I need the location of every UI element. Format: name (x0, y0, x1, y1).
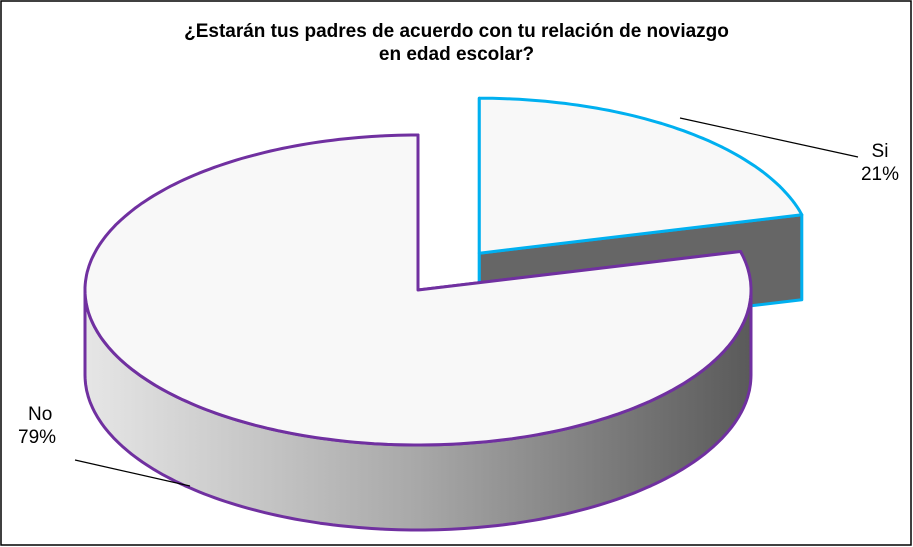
leader-line (74, 459, 191, 487)
slice (477, 96, 804, 255)
chart-title: ¿Estarán tus padres de acuerdo con tu re… (184, 21, 729, 65)
category-label: Si (872, 141, 889, 162)
value-label: 21% (861, 164, 899, 185)
slice (83, 133, 753, 447)
value-label: 79% (18, 427, 56, 448)
leader-line (679, 117, 859, 158)
category-label: No (28, 404, 52, 425)
slice-group (83, 133, 753, 532)
